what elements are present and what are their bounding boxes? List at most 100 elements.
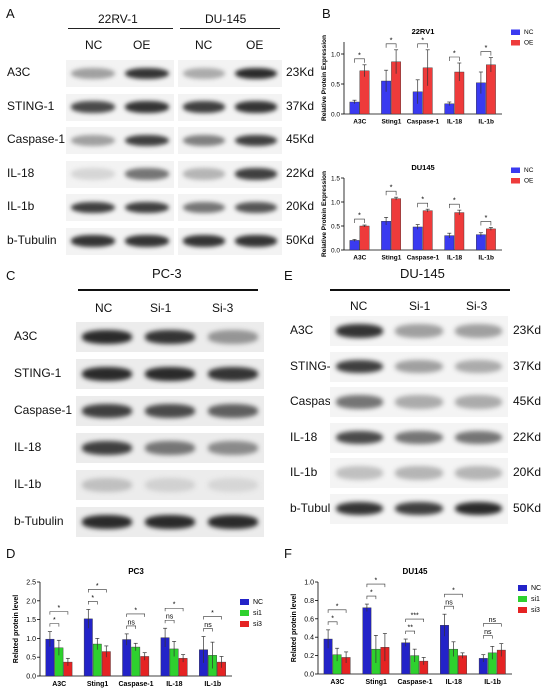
legend-label-nc: NC bbox=[253, 599, 263, 606]
protein-band bbox=[82, 478, 133, 492]
bar-nc bbox=[412, 226, 423, 251]
protein-band bbox=[71, 67, 115, 80]
molecular-weight-label: 50Kd bbox=[286, 232, 315, 247]
significance-mark: * bbox=[358, 211, 361, 220]
group-22rv1-label: 22RV-1 bbox=[98, 12, 138, 26]
legend-label-si3: si3 bbox=[253, 621, 262, 628]
bar-nc bbox=[362, 607, 372, 675]
chart-title: DU145 bbox=[403, 567, 428, 576]
legend-label-si1: si1 bbox=[531, 596, 540, 603]
protein-band bbox=[207, 441, 258, 455]
significance-bracket-si1 bbox=[444, 605, 454, 610]
protein-band bbox=[395, 501, 443, 516]
protein-band bbox=[235, 168, 277, 180]
x-tick-label: Caspase-1 bbox=[397, 679, 432, 686]
blot-strip bbox=[178, 127, 282, 154]
significance-bracket bbox=[417, 43, 428, 48]
y-tick-label: 1.0 bbox=[304, 580, 314, 587]
significance-bracket-si3 bbox=[164, 607, 184, 612]
significance-mark-si1: ns bbox=[166, 614, 174, 621]
protein-band bbox=[235, 67, 277, 80]
protein-label-a3c: A3C bbox=[14, 329, 38, 343]
significance-bracket bbox=[480, 221, 492, 226]
y-axis-label: Related protein level bbox=[13, 595, 20, 664]
group-22rv1-line bbox=[68, 28, 173, 29]
significance-bracket bbox=[417, 202, 428, 208]
protein-band bbox=[207, 367, 258, 381]
protein-band bbox=[125, 101, 169, 113]
blot-strip bbox=[76, 396, 264, 426]
y-tick-label: 1.5 bbox=[331, 176, 340, 183]
protein-band bbox=[144, 404, 196, 418]
y-tick-label: 0.5 bbox=[26, 655, 36, 662]
significance-mark-si3: * bbox=[452, 588, 455, 595]
blot-strip bbox=[178, 160, 282, 188]
significance-mark: * bbox=[421, 195, 424, 204]
significance-bracket-si3 bbox=[405, 618, 424, 623]
cell-line-underline bbox=[78, 289, 258, 291]
blot-strip bbox=[330, 387, 508, 417]
protein-band bbox=[395, 324, 443, 338]
protein-band bbox=[335, 430, 384, 445]
blot-strip bbox=[178, 93, 282, 121]
protein-band bbox=[125, 235, 169, 247]
legend-swatch-oe bbox=[511, 40, 520, 46]
significance-bracket-si3 bbox=[444, 593, 463, 598]
x-tick-label: IL-18 bbox=[447, 119, 463, 126]
panel-letter-e: E bbox=[284, 268, 293, 283]
legend-label-si1: si1 bbox=[253, 610, 262, 617]
significance-bracket bbox=[354, 58, 365, 63]
blot-strip bbox=[76, 359, 264, 389]
molecular-weight-label: 22Kd bbox=[513, 429, 542, 444]
significance-mark-si1: ns bbox=[484, 629, 492, 636]
significance-bracket-si3 bbox=[327, 609, 347, 613]
y-tick-label: 0.0 bbox=[331, 112, 340, 119]
bar-nc bbox=[401, 642, 411, 675]
significance-mark-si3: * bbox=[211, 610, 214, 617]
protein-band bbox=[335, 324, 384, 338]
protein-band bbox=[183, 67, 225, 80]
protein-band bbox=[82, 404, 133, 418]
protein-label-il-18: IL-18 bbox=[7, 165, 35, 180]
molecular-weight-label: 50Kd bbox=[513, 500, 542, 515]
protein-band bbox=[454, 501, 503, 516]
bar-oe bbox=[359, 70, 370, 115]
y-tick-label: 0.0 bbox=[304, 672, 314, 679]
protein-label-sting-1: STING-1 bbox=[7, 98, 55, 113]
significance-bracket-si1 bbox=[327, 621, 338, 625]
blot-strip bbox=[178, 60, 282, 87]
protein-band bbox=[82, 441, 133, 455]
molecular-weight-label: 20Kd bbox=[513, 465, 542, 479]
y-tick-label: 0.4 bbox=[304, 635, 314, 642]
legend-swatch-nc bbox=[518, 585, 527, 591]
legend-swatch-si1 bbox=[240, 610, 249, 616]
protein-band bbox=[183, 201, 225, 214]
protein-band bbox=[144, 441, 196, 455]
significance-mark: * bbox=[453, 196, 456, 205]
protein-band bbox=[183, 134, 225, 147]
y-axis-label: Relative Protein Expression bbox=[321, 171, 328, 257]
x-tick-label: A3C bbox=[353, 119, 366, 126]
protein-band bbox=[144, 478, 196, 492]
significance-bracket-si1 bbox=[203, 628, 213, 632]
blot-strip bbox=[178, 227, 282, 255]
significance-mark-si3: * bbox=[96, 583, 99, 590]
protein-label-caspase-1: Caspase-1 bbox=[14, 403, 73, 417]
bar-oe bbox=[485, 228, 496, 251]
protein-band bbox=[71, 201, 115, 214]
protein-label-il-1b: IL-1b bbox=[290, 465, 318, 479]
blot-strip bbox=[76, 507, 264, 537]
y-tick-label: 2.0 bbox=[26, 598, 36, 605]
x-tick-label: IL-18 bbox=[166, 681, 182, 688]
y-tick-label: 0.5 bbox=[331, 82, 340, 89]
x-tick-label: IL-18 bbox=[446, 679, 462, 686]
protein-label-il-18: IL-18 bbox=[290, 429, 318, 444]
significance-bracket bbox=[385, 190, 397, 196]
molecular-weight-label: 23Kd bbox=[286, 65, 315, 79]
y-tick-label: 1.0 bbox=[331, 200, 340, 207]
legend-label-oe: OE bbox=[524, 178, 534, 185]
protein-band bbox=[335, 466, 384, 480]
protein-band bbox=[144, 515, 196, 529]
protein-label-a3c: A3C bbox=[7, 65, 31, 79]
legend-label-nc: NC bbox=[524, 167, 534, 174]
